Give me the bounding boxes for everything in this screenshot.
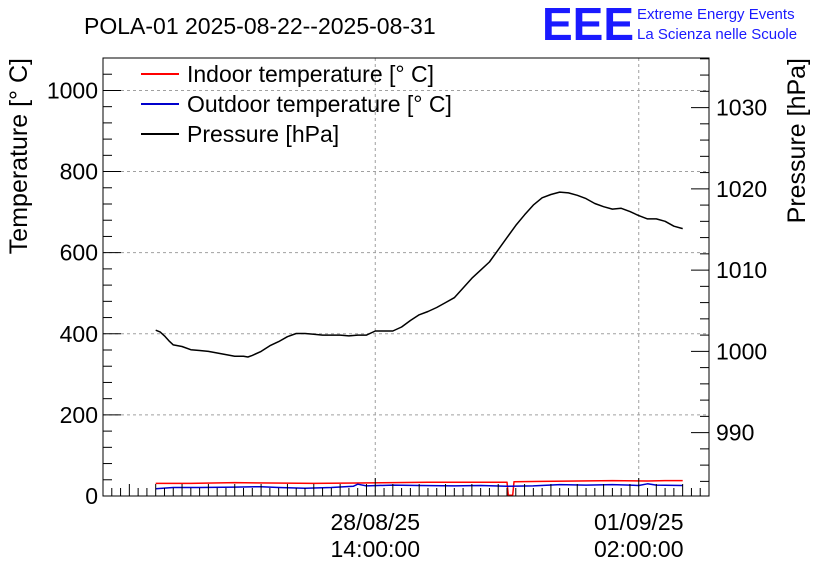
series-line	[155, 191, 683, 358]
right-tick-label: 990	[716, 420, 754, 446]
left-tick-label: 400	[60, 321, 98, 347]
left-tick-label: 200	[60, 402, 98, 428]
chart-title: POLA-01 2025-08-22--2025-08-31	[84, 13, 436, 39]
right-tick-label: 1010	[716, 257, 767, 283]
grid	[103, 58, 709, 496]
left-tick-label: 0	[85, 483, 98, 509]
eee-logo-mark: EEE	[542, 0, 634, 50]
x-tick-label-date: 01/09/25	[594, 509, 684, 535]
left-tick-label: 1000	[47, 77, 98, 103]
right-tick-label: 1020	[716, 176, 767, 202]
left-axis-label: Temperature [° C]	[5, 58, 33, 254]
x-tick-label-time: 02:00:00	[594, 536, 684, 562]
series-line	[155, 479, 683, 496]
right-axis-label: Pressure [hPa]	[783, 58, 811, 223]
left-axis: 0 200 400 600 800 1000	[47, 57, 121, 509]
legend-label: Indoor temperature [° C]	[187, 61, 434, 87]
right-axis: 990 1000 1010 1020 1030	[691, 58, 767, 482]
right-tick-label: 1000	[716, 338, 767, 364]
legend-label: Pressure [hPa]	[187, 121, 339, 147]
left-tick-label: 800	[60, 159, 98, 185]
eee-logo: EEE Extreme Energy Events La Scienza nel…	[542, 0, 797, 50]
left-tick-label: 600	[60, 240, 98, 266]
series-lines	[155, 191, 683, 496]
legend-label: Outdoor temperature [° C]	[187, 91, 452, 117]
eee-logo-line1: Extreme Energy Events	[637, 6, 795, 23]
plot-frame	[102, 57, 710, 497]
x-tick-label-time: 14:00:00	[330, 536, 420, 562]
legend: Indoor temperature [° C] Outdoor temperat…	[141, 61, 452, 147]
x-tick-label-date: 28/08/25	[330, 509, 420, 535]
eee-logo-line2: La Scienza nelle Scuole	[637, 26, 797, 43]
right-tick-label: 1030	[716, 95, 767, 121]
